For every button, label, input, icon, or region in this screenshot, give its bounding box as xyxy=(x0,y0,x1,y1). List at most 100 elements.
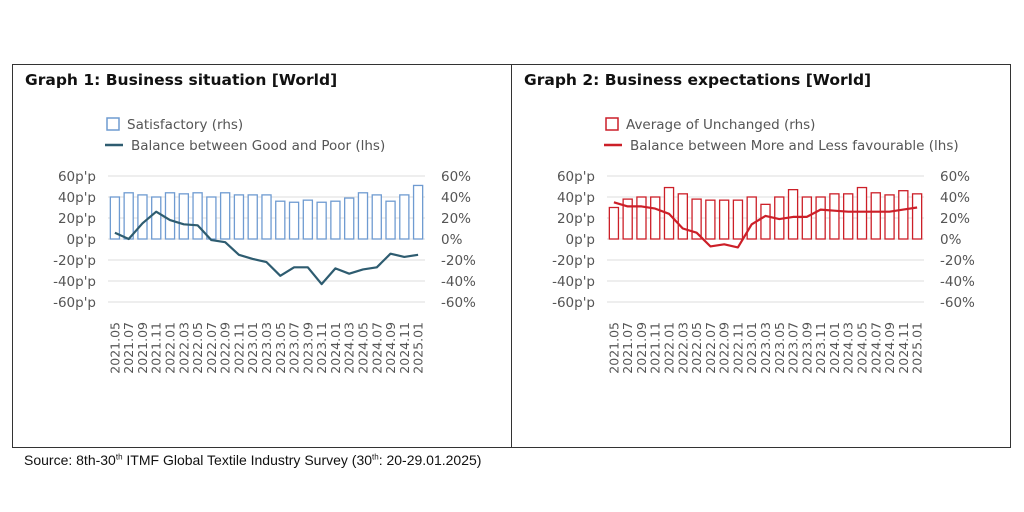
bar xyxy=(137,194,148,240)
x-tick-label: 2022.03 xyxy=(675,322,690,374)
bar xyxy=(151,196,162,240)
x-tick-label: 2022.09 xyxy=(218,322,233,374)
left-tick-label: -20p'p xyxy=(552,253,595,269)
bar xyxy=(829,193,840,240)
bar xyxy=(385,200,396,240)
bar xyxy=(399,194,410,240)
right-tick-label: 0% xyxy=(940,232,962,248)
x-tick-label: 2022.05 xyxy=(689,322,704,374)
source-suffix: : 20-29.01.2025) xyxy=(378,452,482,468)
x-tick-label: 2021.05 xyxy=(606,322,621,374)
x-tick-label: 2021.09 xyxy=(135,322,150,374)
bar xyxy=(898,190,909,240)
bar xyxy=(288,201,300,240)
x-tick-label: 2023.11 xyxy=(813,322,828,374)
right-tick-label: -40% xyxy=(940,274,975,290)
bar xyxy=(691,198,702,240)
bar xyxy=(261,194,272,240)
right-tick-label: -40% xyxy=(441,274,476,290)
left-tick-label: -40p'p xyxy=(552,274,595,290)
right-tick-label: 20% xyxy=(940,211,970,227)
legend-label-line: Balance between Good and Poor (lhs) xyxy=(131,138,385,154)
bar xyxy=(233,194,245,240)
left-tick-label: 40p'p xyxy=(58,190,96,206)
right-tick-label: 40% xyxy=(940,190,970,206)
x-tick-label: 2021.09 xyxy=(634,322,649,374)
series-line xyxy=(114,210,419,286)
right-tick-label: -20% xyxy=(441,253,476,269)
left-tick-label: 0p'p xyxy=(566,232,595,248)
source-prefix: Source: 8th-30 xyxy=(24,452,116,468)
bar xyxy=(343,197,355,240)
bar xyxy=(371,194,382,240)
x-tick-label: 2023.09 xyxy=(300,322,315,374)
bar xyxy=(746,196,757,240)
x-tick-label: 2023.11 xyxy=(314,322,329,374)
right-tick-label: 40% xyxy=(441,190,471,206)
bar xyxy=(718,199,730,240)
legend-swatch-bars xyxy=(106,117,120,131)
x-tick-label: 2023.07 xyxy=(287,322,302,374)
x-tick-label: 2024.05 xyxy=(356,322,371,374)
chart-1-svg: Satisfactory (rhs) Balance between Good a… xyxy=(53,117,476,374)
x-tick-label: 2024.03 xyxy=(841,322,856,374)
x-tick-label: 2022.05 xyxy=(190,322,205,374)
bar xyxy=(178,193,190,240)
chart-panel-business-expectations: Graph 2: Business expectations [World] A… xyxy=(511,64,1011,448)
x-tick-label: 2021.07 xyxy=(121,322,136,374)
bar xyxy=(109,196,121,240)
bar xyxy=(316,201,327,240)
legend: Satisfactory (rhs) Balance between Good a… xyxy=(105,117,385,154)
x-tick-label: 2024.01 xyxy=(328,322,343,374)
x-tick-label: 2021.05 xyxy=(107,322,122,374)
x-tick-label: 2024.07 xyxy=(369,322,384,374)
x-tick-label: 2023.05 xyxy=(772,322,787,374)
bar xyxy=(608,206,620,240)
x-tick-label: 2022.07 xyxy=(703,322,718,374)
bar xyxy=(677,193,689,240)
legend-swatch-bars xyxy=(605,117,619,131)
x-tick-label: 2023.03 xyxy=(758,322,773,374)
right-tick-label: -60% xyxy=(940,295,975,311)
x-tick-label: 2021.11 xyxy=(648,322,663,374)
x-tick-label: 2023.09 xyxy=(799,322,814,374)
x-tick-label: 2023.05 xyxy=(273,322,288,374)
left-tick-label: -60p'p xyxy=(552,295,595,311)
chart-panel-business-situation: Graph 1: Business situation [World] Sati… xyxy=(12,64,512,448)
bar xyxy=(302,199,314,240)
bar xyxy=(206,196,217,240)
x-tick-label: 2022.07 xyxy=(204,322,219,374)
bar xyxy=(787,189,799,240)
bar xyxy=(760,203,771,240)
bar xyxy=(412,184,424,240)
x-tick-label: 2023.03 xyxy=(259,322,274,374)
x-tick-label: 2024.09 xyxy=(383,322,398,374)
legend-label-bars: Average of Unchanged (rhs) xyxy=(626,117,815,133)
source-note: Source: 8th-30 th ITMF Global Textile Ind… xyxy=(24,452,481,468)
x-tick-label: 2024.11 xyxy=(896,322,911,374)
bar xyxy=(856,186,868,240)
bar xyxy=(219,192,231,240)
legend-label-bars: Satisfactory (rhs) xyxy=(127,117,243,133)
bar xyxy=(650,196,661,240)
x-tick-label: 2025.01 xyxy=(411,322,426,374)
source-middle: ITMF Global Textile Industry Survey (30 xyxy=(122,452,373,468)
right-tick-label: 60% xyxy=(940,169,970,185)
left-tick-label: -60p'p xyxy=(53,295,96,311)
x-tick-label: 2023.07 xyxy=(786,322,801,374)
bar xyxy=(247,194,258,240)
chart-2-svg: Average of Unchanged (rhs) Balance betwee… xyxy=(552,117,975,374)
legend-label-line: Balance between More and Less favourable… xyxy=(630,138,959,154)
bar xyxy=(164,192,176,240)
legend: Average of Unchanged (rhs) Balance betwee… xyxy=(604,117,959,154)
left-tick-label: -40p'p xyxy=(53,274,96,290)
bar xyxy=(357,192,369,240)
bar xyxy=(911,193,923,240)
left-tick-label: 20p'p xyxy=(557,211,595,227)
left-tick-label: 60p'p xyxy=(58,169,96,185)
x-tick-label: 2024.09 xyxy=(882,322,897,374)
x-tick-label: 2023.01 xyxy=(245,322,260,374)
x-tick-label: 2023.01 xyxy=(744,322,759,374)
bar xyxy=(884,194,895,240)
source-superscript: th xyxy=(372,452,379,462)
